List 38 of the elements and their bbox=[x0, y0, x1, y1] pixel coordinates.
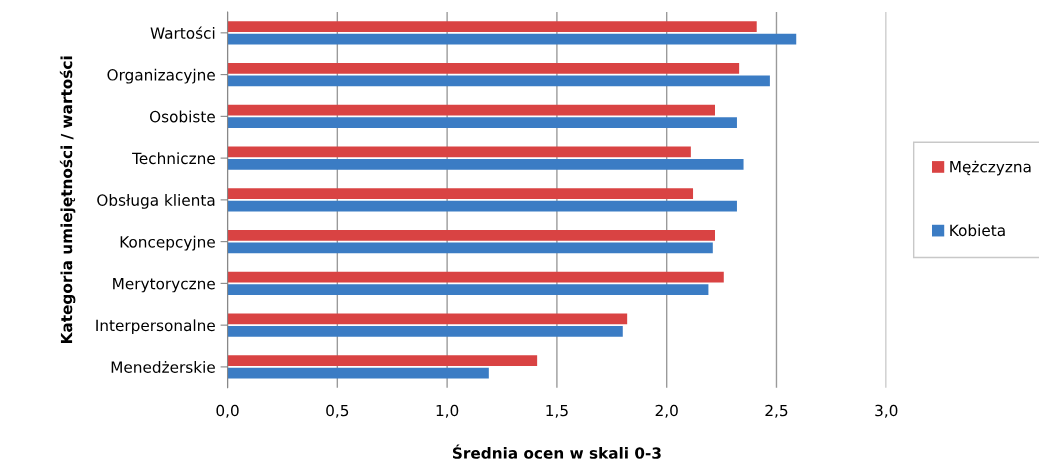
bar bbox=[227, 230, 715, 241]
x-tick-label: 1,5 bbox=[546, 404, 568, 418]
legend-label: Kobieta bbox=[950, 224, 1005, 237]
x-tick-label: 2,0 bbox=[655, 404, 678, 418]
bar bbox=[227, 367, 489, 379]
bar bbox=[227, 326, 623, 337]
bar bbox=[227, 75, 770, 87]
bar bbox=[227, 242, 713, 254]
y-tick-label: Interpersonalne bbox=[96, 319, 215, 335]
x-tick-label: 1,0 bbox=[436, 404, 459, 418]
y-tick-label: Organizacyjne bbox=[107, 68, 215, 84]
y-tick-label: Obsługa klienta bbox=[97, 194, 215, 209]
x-axis-title: Średnia ocen w skali 0-3 bbox=[452, 444, 661, 459]
bar bbox=[227, 63, 740, 74]
bar bbox=[227, 159, 744, 170]
x-tick-label: 3,0 bbox=[875, 404, 898, 418]
bar bbox=[227, 271, 724, 283]
bar bbox=[227, 284, 709, 295]
y-tick-label: Merytoryczne bbox=[113, 278, 215, 293]
bar bbox=[227, 313, 628, 325]
y-axis-title: Kategoria umiejętności / wartości bbox=[59, 56, 76, 343]
bar bbox=[227, 21, 757, 32]
y-tick-label: Osobiste bbox=[149, 110, 215, 123]
bar bbox=[227, 117, 737, 128]
y-tick-label: Koncepcyjne bbox=[120, 235, 215, 251]
x-tick-label: 0,5 bbox=[326, 404, 349, 418]
y-tick-label: Techniczne bbox=[132, 152, 215, 165]
bar bbox=[227, 104, 715, 116]
x-tick-label: 0,0 bbox=[216, 404, 239, 418]
y-tick-label: Menedżerskie bbox=[111, 361, 215, 373]
bar bbox=[227, 33, 797, 45]
x-tick-label: 2,5 bbox=[765, 404, 788, 418]
y-tick-label: Wartości bbox=[150, 26, 215, 39]
bar bbox=[227, 355, 538, 366]
bar bbox=[227, 188, 694, 199]
bar bbox=[227, 146, 691, 158]
legend-label: Mężczyzna bbox=[950, 160, 1031, 176]
bar bbox=[227, 200, 737, 212]
